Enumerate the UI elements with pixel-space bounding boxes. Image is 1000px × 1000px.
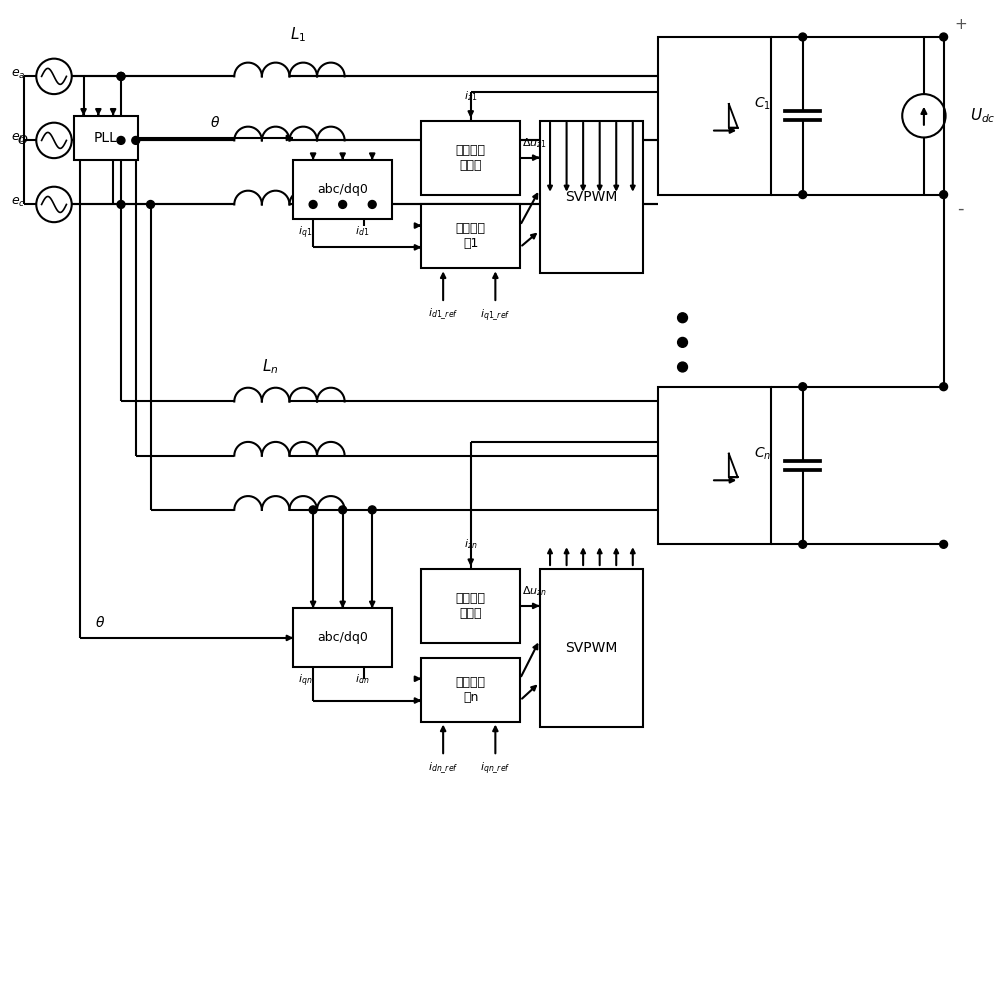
Text: $i_{qn\_ref}$: $i_{qn\_ref}$ bbox=[480, 760, 511, 776]
Circle shape bbox=[940, 383, 948, 391]
Bar bbox=[293, 160, 392, 219]
Text: $i_{q1\_ref}$: $i_{q1\_ref}$ bbox=[480, 307, 511, 323]
Text: $e_c$: $e_c$ bbox=[11, 196, 25, 209]
Text: $i_{zn}$: $i_{zn}$ bbox=[464, 537, 478, 551]
Bar bbox=[74, 116, 138, 160]
Bar bbox=[421, 658, 520, 722]
Circle shape bbox=[799, 191, 807, 199]
Text: SVPWM: SVPWM bbox=[565, 641, 618, 655]
Text: $\Delta u_{z1}$: $\Delta u_{z1}$ bbox=[522, 136, 547, 150]
Text: $i_{dn\_ref}$: $i_{dn\_ref}$ bbox=[428, 760, 458, 776]
Text: $i_{z1}$: $i_{z1}$ bbox=[464, 89, 477, 103]
Text: $\Delta u_{zn}$: $\Delta u_{zn}$ bbox=[522, 584, 547, 598]
Bar bbox=[421, 121, 520, 195]
Bar bbox=[658, 37, 771, 195]
Circle shape bbox=[339, 506, 347, 514]
Circle shape bbox=[368, 506, 376, 514]
Circle shape bbox=[678, 362, 687, 372]
Text: $L_n$: $L_n$ bbox=[262, 358, 279, 376]
Text: $i_{dn}$: $i_{dn}$ bbox=[355, 672, 370, 686]
Circle shape bbox=[678, 313, 687, 323]
Text: $i_{qn}$: $i_{qn}$ bbox=[298, 672, 312, 689]
Text: $e_a$: $e_a$ bbox=[11, 68, 25, 81]
Bar bbox=[540, 569, 643, 727]
Circle shape bbox=[940, 540, 948, 548]
Circle shape bbox=[799, 540, 807, 548]
Circle shape bbox=[117, 136, 125, 144]
Circle shape bbox=[309, 201, 317, 208]
Circle shape bbox=[368, 201, 376, 208]
Text: $i_{d1\_ref}$: $i_{d1\_ref}$ bbox=[428, 307, 458, 322]
Text: $e_b$: $e_b$ bbox=[11, 132, 25, 145]
Circle shape bbox=[678, 337, 687, 347]
Circle shape bbox=[799, 33, 807, 41]
Circle shape bbox=[309, 506, 317, 514]
Text: $C_n$: $C_n$ bbox=[754, 445, 771, 462]
Bar bbox=[658, 387, 771, 544]
Circle shape bbox=[117, 72, 125, 80]
Text: abc/dq0: abc/dq0 bbox=[317, 631, 368, 644]
Polygon shape bbox=[729, 104, 738, 128]
Circle shape bbox=[117, 72, 125, 80]
Bar bbox=[421, 204, 520, 268]
Circle shape bbox=[117, 201, 125, 208]
Text: $U_{dc}$: $U_{dc}$ bbox=[970, 106, 996, 125]
Text: 电流控制
器n: 电流控制 器n bbox=[456, 676, 486, 704]
Text: -: - bbox=[957, 200, 964, 218]
Text: 电流控制
器1: 电流控制 器1 bbox=[456, 222, 486, 250]
Text: $C_1$: $C_1$ bbox=[754, 96, 771, 112]
Circle shape bbox=[132, 136, 140, 144]
Text: 下垂环流
控制器: 下垂环流 控制器 bbox=[456, 592, 486, 620]
Text: $O$: $O$ bbox=[17, 134, 28, 147]
Text: SVPWM: SVPWM bbox=[565, 190, 618, 204]
Bar bbox=[293, 608, 392, 667]
Text: 下垂环流
控制器: 下垂环流 控制器 bbox=[456, 144, 486, 172]
Text: PLL: PLL bbox=[94, 131, 118, 145]
Circle shape bbox=[940, 191, 948, 199]
Text: abc/dq0: abc/dq0 bbox=[317, 183, 368, 196]
Bar bbox=[540, 121, 643, 273]
Circle shape bbox=[147, 201, 154, 208]
Bar bbox=[421, 569, 520, 643]
Circle shape bbox=[799, 383, 807, 391]
Text: $i_{d1}$: $i_{d1}$ bbox=[355, 224, 369, 238]
Text: +: + bbox=[954, 17, 967, 32]
Text: $\theta$: $\theta$ bbox=[210, 115, 221, 130]
Circle shape bbox=[339, 201, 347, 208]
Text: $\theta$: $\theta$ bbox=[95, 615, 105, 630]
Polygon shape bbox=[729, 454, 738, 477]
Circle shape bbox=[940, 33, 948, 41]
Text: $L_1$: $L_1$ bbox=[290, 26, 306, 44]
Text: $i_{q1}$: $i_{q1}$ bbox=[298, 224, 312, 241]
